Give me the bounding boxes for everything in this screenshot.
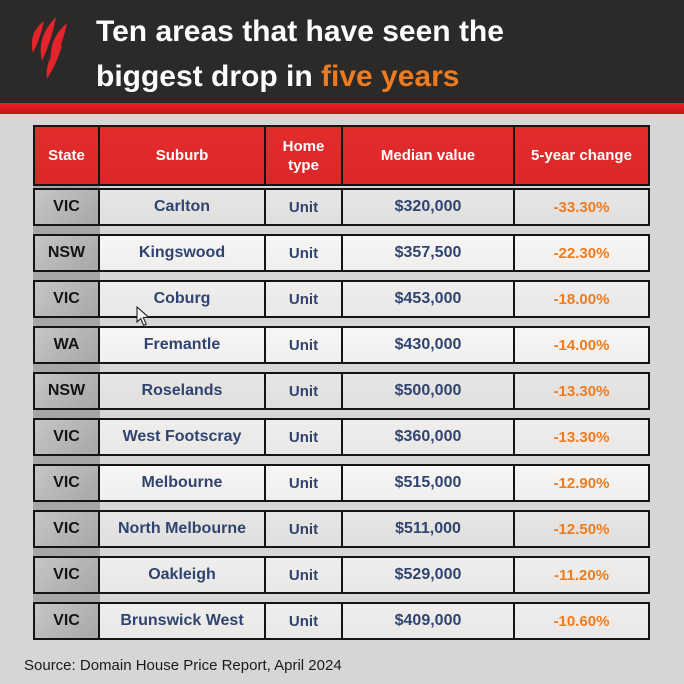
suburb-cell: Fremantle [98,328,264,362]
change-cell: -18.00% [513,282,648,316]
median-value-cell: $511,000 [341,512,513,546]
suburb-cell: Carlton [98,190,264,224]
table-row: VIC West Footscray Unit $360,000 -13.30% [33,418,650,456]
median-value-cell: $529,000 [341,558,513,592]
table-row: VIC Coburg Unit $453,000 -18.00% [33,280,650,318]
median-value-cell: $500,000 [341,374,513,408]
title-line2: biggest drop in [96,60,321,93]
suburb-cell: West Footscray [98,420,264,454]
median-value-cell: $357,500 [341,236,513,270]
source-caption: Source: Domain House Price Report, April… [24,657,342,674]
state-cell: VIC [35,420,98,454]
state-cell: VIC [35,512,98,546]
state-cell: VIC [35,558,98,592]
change-cell: -12.50% [513,512,648,546]
home-type-cell: Unit [264,604,341,638]
table-row: VIC North Melbourne Unit $511,000 -12.50% [33,510,650,548]
median-value-cell: $409,000 [341,604,513,638]
change-cell: -14.00% [513,328,648,362]
home-type-cell: Unit [264,236,341,270]
header-col-change: 5-year change [513,127,648,184]
table-row: VIC Carlton Unit $320,000 -33.30% [33,188,650,226]
table-row: NSW Kingswood Unit $357,500 -22.30% [33,234,650,272]
header-col-suburb: Suburb [98,127,264,184]
red-divider-strip [0,103,684,114]
table-header-row: State Suburb Home type Median value 5-year c… [33,125,650,186]
suburb-cell: Oakleigh [98,558,264,592]
home-type-cell: Unit [264,420,341,454]
title-highlight: five years [321,60,460,93]
page-title: Ten areas that have seen the biggest dro… [96,9,674,99]
home-type-cell: Unit [264,328,341,362]
suburb-cell: Coburg [98,282,264,316]
header-col-state: State [48,147,85,164]
sbs-logo-icon [31,17,67,79]
state-cell: NSW [35,236,98,270]
change-cell: -13.30% [513,374,648,408]
mouse-cursor-icon [136,306,150,327]
change-cell: -13.30% [513,420,648,454]
suburb-cell: Melbourne [98,466,264,500]
home-type-cell: Unit [264,190,341,224]
median-value-cell: $430,000 [341,328,513,362]
home-type-cell: Unit [264,512,341,546]
headline-band: Ten areas that have seen the biggest dro… [0,0,684,103]
home-type-cell: Unit [264,282,341,316]
home-type-cell: Unit [264,466,341,500]
state-cell: VIC [35,604,98,638]
suburb-cell: Roselands [98,374,264,408]
title-line1: Ten areas that have seen the [96,15,504,48]
state-cell: WA [35,328,98,362]
suburb-cell: North Melbourne [98,512,264,546]
median-value-cell: $515,000 [341,466,513,500]
change-cell: -12.90% [513,466,648,500]
home-type-cell: Unit [264,558,341,592]
table-row: VIC Melbourne Unit $515,000 -12.90% [33,464,650,502]
change-cell: -11.20% [513,558,648,592]
median-value-cell: $453,000 [341,282,513,316]
median-value-cell: $360,000 [341,420,513,454]
header-col-median-value: Median value [341,127,513,184]
change-cell: -33.30% [513,190,648,224]
table-row: WA Fremantle Unit $430,000 -14.00% [33,326,650,364]
table-body: VIC Carlton Unit $320,000 -33.30% NSW Kingswoo… [33,188,650,640]
median-value-cell: $320,000 [341,190,513,224]
table-row: NSW Roselands Unit $500,000 -13.30% [33,372,650,410]
change-cell: -10.60% [513,604,648,638]
state-cell: VIC [35,466,98,500]
suburb-cell: Kingswood [98,236,264,270]
state-cell: VIC [35,190,98,224]
header-col-home-type: Home type [264,127,341,184]
home-type-cell: Unit [264,374,341,408]
suburb-cell: Brunswick West [98,604,264,638]
state-cell: VIC [35,282,98,316]
change-cell: -22.30% [513,236,648,270]
table-row: VIC Brunswick West Unit $409,000 -10.60% [33,602,650,640]
table-row: VIC Oakleigh Unit $529,000 -11.20% [33,556,650,594]
state-cell: NSW [35,374,98,408]
drop-table: State Suburb Home type Median value 5-year c… [33,125,650,640]
